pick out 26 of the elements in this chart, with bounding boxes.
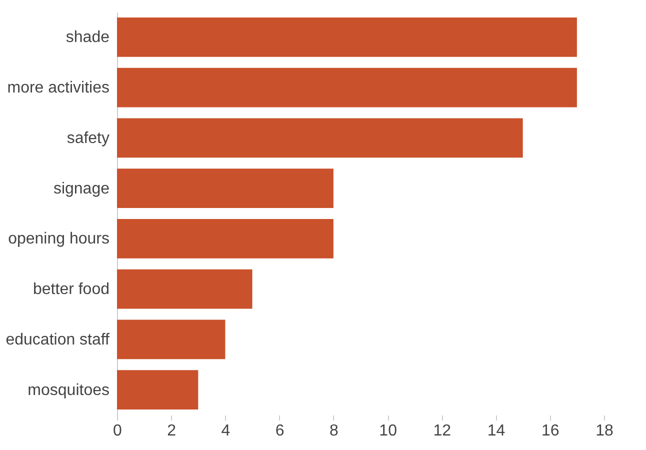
y-tick-label: mosquitoes: [28, 382, 110, 399]
y-tick-label: safety: [66, 130, 110, 147]
x-tick-label: 18: [596, 422, 614, 440]
bar: [117, 219, 334, 258]
y-tick-label: opening hours: [8, 230, 110, 248]
x-tick-label: 0: [113, 422, 122, 440]
bar: [117, 370, 198, 410]
bar: [117, 68, 577, 108]
y-tick-label: more activities: [7, 80, 110, 97]
bar: [117, 118, 523, 158]
y-tick-label: better food: [33, 281, 110, 298]
y-tick-label: education staff: [6, 331, 110, 348]
x-tick-label: 12: [433, 422, 452, 440]
x-tick-label: 6: [275, 422, 284, 440]
bar: [117, 168, 334, 208]
y-tick-label: shade: [66, 29, 110, 46]
y-tick-label: signage: [53, 180, 110, 198]
x-tick-label: 2: [167, 422, 176, 440]
bar: [117, 18, 577, 57]
x-tick-label: 8: [329, 422, 338, 440]
x-tick-label: 16: [541, 422, 560, 440]
x-tick-label: 10: [379, 422, 398, 440]
bar: [117, 320, 226, 360]
x-tick-label: 4: [221, 422, 230, 440]
x-tick-label: 14: [487, 422, 506, 440]
bar: [117, 269, 252, 309]
